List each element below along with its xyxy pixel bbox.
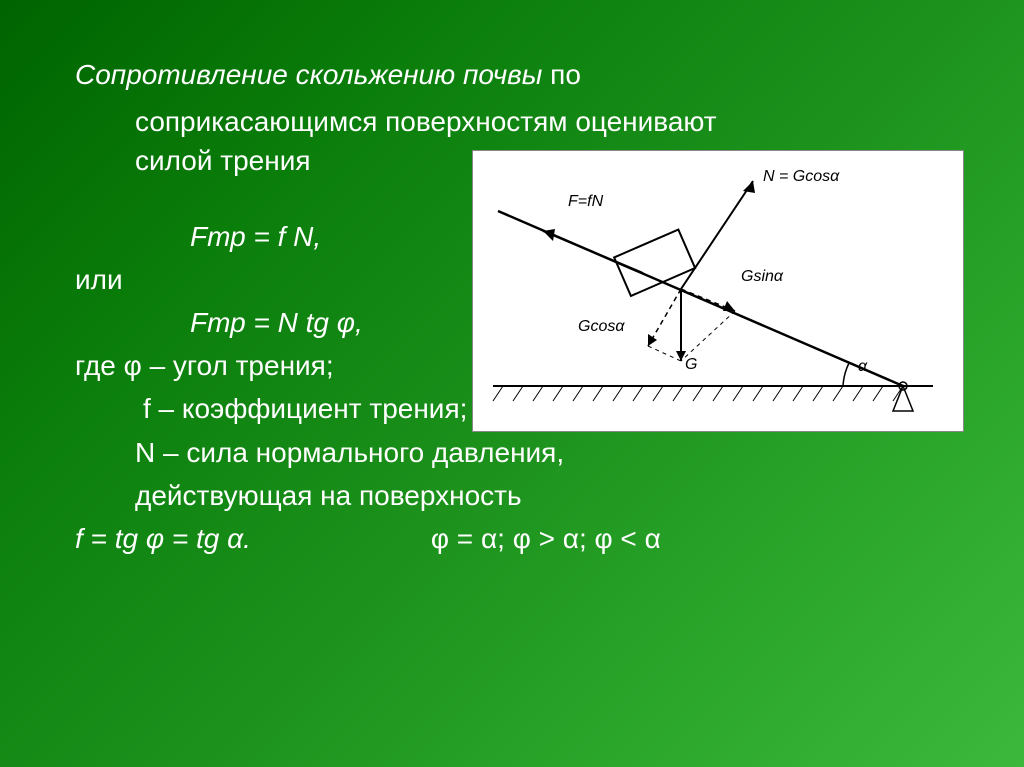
intro-line3: силой трения	[75, 141, 984, 180]
formula-2: Fтр = N tg φ,	[75, 303, 984, 342]
bottom-right: φ = α; φ > α; φ < α	[431, 519, 661, 558]
formula-1: Fтр = f N,	[75, 217, 984, 256]
bottom-left: f = tg φ = tg α.	[75, 519, 251, 558]
intro-rest1: по	[542, 59, 581, 90]
intro-line1: Сопротивление скольжению почвы по	[75, 55, 984, 94]
where-text: где φ – угол трения;	[75, 346, 984, 385]
slide: α N = Gcosα F=fN G Gcosα	[0, 0, 1024, 767]
def-n1: N – сила нормального давления,	[75, 433, 984, 472]
intro-emphasis: Сопротивление скольжению почвы	[75, 59, 542, 90]
or-text: или	[75, 260, 984, 299]
intro-line2: соприкасающимся поверхностям оценивают	[75, 102, 984, 141]
text-content: Сопротивление скольжению почвы по соприк…	[75, 55, 984, 562]
def-n2: действующая на поверхность	[75, 476, 984, 515]
def-f: f – коэффициент трения;	[75, 389, 984, 428]
